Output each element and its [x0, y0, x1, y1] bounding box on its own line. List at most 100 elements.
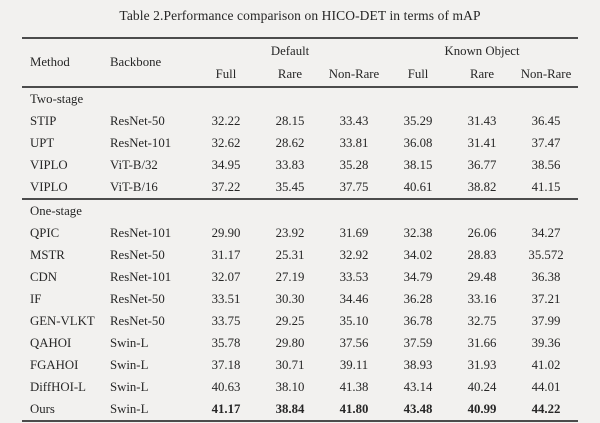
- value-cell: 37.59: [403, 335, 433, 350]
- value-cell: 36.28: [403, 291, 433, 306]
- method-cell: QAHOI: [30, 335, 72, 350]
- method-cell: QPIC: [30, 225, 60, 240]
- table-row: VIPLO ViT-B/16 37.22 35.45 37.75 40.61 38.82 41…: [22, 176, 578, 199]
- value-cell: 27.19: [275, 269, 305, 284]
- backbone-cell: Swin-L: [110, 401, 149, 416]
- section-label-row: One-stage: [22, 199, 579, 222]
- backbone-cell: Swin-L: [110, 335, 149, 350]
- sub-col-header-full: Full: [215, 67, 237, 81]
- value-cell: 35.28: [339, 157, 369, 172]
- value-cell: 33.51: [211, 291, 241, 306]
- value-cell: 34.02: [403, 247, 433, 262]
- value-cell: 38.56: [531, 157, 561, 172]
- value-cell: 29.25: [275, 313, 305, 328]
- value-cell: 37.21: [531, 291, 561, 306]
- value-cell: 38.84: [275, 401, 305, 416]
- value-cell: 33.53: [339, 269, 369, 284]
- value-cell: 38.10: [275, 379, 305, 394]
- value-cell: 33.81: [339, 135, 369, 150]
- group-header-known-object: Known Object: [444, 43, 520, 58]
- value-cell: 33.16: [467, 291, 497, 306]
- value-cell: 28.62: [275, 135, 305, 150]
- table-row: FGAHOI Swin-L 37.18 30.71 39.11 38.93 31.93 41.…: [22, 354, 578, 376]
- backbone-cell: Swin-L: [110, 357, 149, 372]
- value-cell: 33.75: [211, 313, 241, 328]
- value-cell: 31.93: [467, 357, 497, 372]
- value-cell: 35.572: [528, 247, 564, 262]
- sub-col-header-non-rare: Non-Rare: [520, 67, 572, 81]
- value-cell: 36.77: [467, 157, 497, 172]
- method-cell: FGAHOI: [30, 357, 79, 372]
- table-header: Method Backbone Default Known Object Ful…: [22, 38, 579, 87]
- value-cell: 31.43: [467, 113, 497, 128]
- table-row: VIPLO ViT-B/32 34.95 33.83 35.28 38.15 36.77 38…: [22, 154, 578, 176]
- method-cell: VIPLO: [30, 179, 68, 194]
- table-row: CDN ResNet-101 32.07 27.19 33.53 34.79 29.48 36…: [22, 266, 578, 288]
- backbone-cell: Swin-L: [110, 379, 149, 394]
- value-cell: 44.01: [531, 379, 561, 394]
- value-cell: 39.11: [339, 357, 369, 372]
- method-cell: CDN: [30, 269, 58, 284]
- value-cell: 31.69: [339, 225, 369, 240]
- value-cell: 36.45: [531, 113, 561, 128]
- section-label: One-stage: [30, 203, 82, 218]
- value-cell: 32.07: [211, 269, 241, 284]
- value-cell: 37.75: [339, 179, 369, 194]
- table-caption: Table 2.Performance comparison on HICO-D…: [119, 8, 481, 23]
- value-cell: 37.99: [531, 313, 561, 328]
- method-cell: DiffHOI-L: [30, 379, 86, 394]
- table-row: STIP ResNet-50 32.22 28.15 33.43 35.29 31.43 36…: [22, 110, 578, 132]
- header-row-groups: Method Backbone Default Known Object: [22, 38, 578, 70]
- table-row: GEN-VLKT ResNet-50 33.75 29.25 35.10 36.78 32.…: [22, 310, 578, 332]
- value-cell: 34.27: [531, 225, 561, 240]
- value-cell: 44.22: [531, 401, 561, 416]
- col-header-method: Method: [30, 55, 70, 69]
- method-cell: STIP: [30, 113, 57, 128]
- backbone-cell: ResNet-101: [110, 225, 172, 240]
- value-cell: 26.06: [467, 225, 497, 240]
- value-cell: 35.78: [211, 335, 241, 350]
- section-label-row: Two-stage: [22, 87, 578, 110]
- backbone-cell: ResNet-50: [110, 313, 165, 328]
- method-cell: GEN-VLKT: [30, 313, 95, 328]
- section-label: Two-stage: [30, 91, 84, 106]
- value-cell: 34.46: [339, 291, 369, 306]
- sub-col-header-rare: Rare: [277, 67, 303, 81]
- value-cell: 34.79: [403, 269, 433, 284]
- value-cell: 35.45: [275, 179, 305, 194]
- value-cell: 34.95: [211, 157, 241, 172]
- table-row: QAHOI Swin-L 35.78 29.80 37.56 37.59 31.66 39.3…: [22, 332, 578, 354]
- table-row: UPT ResNet-101 32.62 28.62 33.81 36.08 31.41 37…: [22, 132, 578, 154]
- table-row: Ours Swin-L 41.17 38.84 41.80 43.48 40.99 44.22: [22, 398, 578, 421]
- value-cell: 38.82: [467, 179, 497, 194]
- backbone-cell: ViT-B/16: [110, 179, 158, 194]
- table-row: QPIC ResNet-101 29.90 23.92 31.69 32.38 26.06 3…: [22, 222, 578, 244]
- sub-col-header-rare: Rare: [469, 67, 495, 81]
- value-cell: 37.22: [211, 179, 241, 194]
- value-cell: 29.80: [275, 335, 305, 350]
- value-cell: 29.48: [467, 269, 497, 284]
- sub-col-header-full: Full: [407, 67, 429, 81]
- value-cell: 43.14: [403, 379, 433, 394]
- value-cell: 38.93: [403, 357, 433, 372]
- col-header-backbone: Backbone: [110, 55, 162, 69]
- backbone-cell: ResNet-50: [110, 247, 165, 262]
- value-cell: 41.15: [531, 179, 561, 194]
- method-cell: Ours: [30, 401, 55, 416]
- value-cell: 33.43: [339, 113, 369, 128]
- value-cell: 28.83: [467, 247, 497, 262]
- value-cell: 32.38: [403, 225, 433, 240]
- table-row: IF ResNet-50 33.51 30.30 34.46 36.28 33.16 37.2…: [22, 288, 578, 310]
- table-row: MSTR ResNet-50 31.17 25.31 32.92 34.02 28.83 35…: [22, 244, 578, 266]
- group-header-default: Default: [270, 43, 310, 58]
- value-cell: 41.02: [531, 357, 561, 372]
- value-cell: 32.22: [211, 113, 241, 128]
- value-cell: 41.38: [339, 379, 369, 394]
- value-cell: 43.48: [403, 401, 433, 416]
- value-cell: 37.56: [339, 335, 369, 350]
- backbone-cell: ResNet-50: [110, 113, 165, 128]
- value-cell: 31.17: [211, 247, 241, 262]
- value-cell: 40.63: [211, 379, 241, 394]
- value-cell: 32.75: [467, 313, 497, 328]
- value-cell: 40.61: [403, 179, 433, 194]
